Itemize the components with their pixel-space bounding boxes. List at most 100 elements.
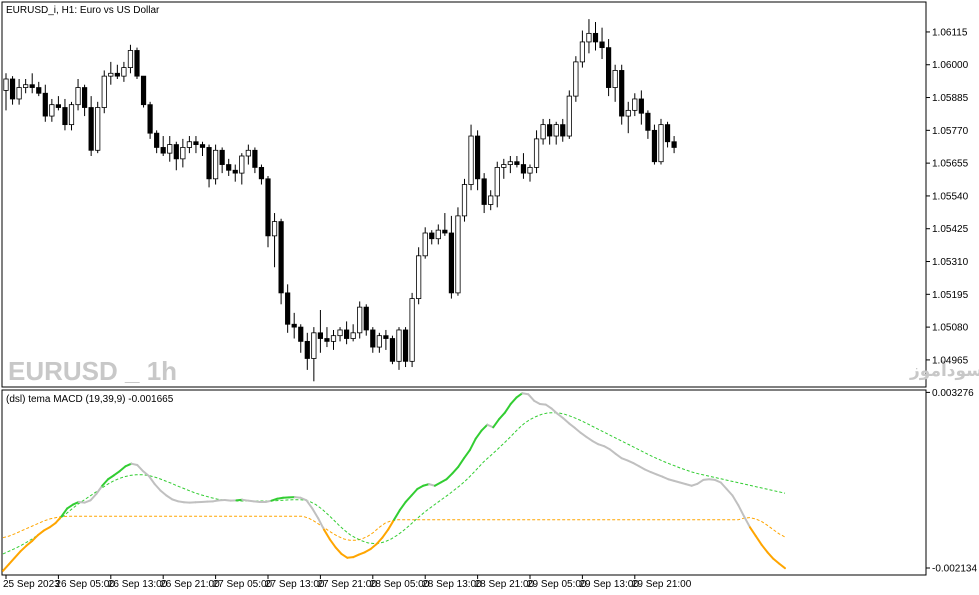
indicator-panel[interactable]: [1, 389, 927, 576]
candle-body: [553, 124, 559, 137]
macd-segment: [737, 504, 746, 518]
candle: [560, 118, 566, 142]
candle-body: [154, 132, 160, 148]
signal-line: [2, 412, 786, 555]
candle-body: [16, 87, 22, 100]
candle-body: [619, 70, 625, 117]
candle: [671, 136, 677, 154]
candle: [324, 327, 330, 348]
candle-body: [389, 338, 396, 362]
candle-body: [147, 104, 153, 134]
site-watermark: انتشار در سایت سودآموز: [909, 359, 979, 381]
candle: [134, 47, 140, 79]
macd-segment: [480, 423, 489, 432]
candle-body: [540, 124, 546, 140]
candle: [95, 101, 101, 154]
candle: [645, 110, 651, 139]
macd-segment: [743, 515, 751, 529]
candle-body: [638, 98, 644, 114]
macd-segment: [37, 529, 45, 537]
candle: [42, 84, 48, 122]
candle: [154, 130, 160, 154]
price-tick-label: 1.04965: [932, 355, 969, 366]
time-tick-label: 26 Sep 21:00: [160, 579, 220, 590]
candle-body: [625, 109, 631, 117]
macd-segment: [25, 539, 34, 547]
macd-segment: [626, 459, 635, 465]
macd-segment: [317, 517, 325, 531]
candle-body: [36, 87, 42, 94]
candle-body: [409, 298, 415, 362]
macd-segment: [673, 479, 681, 484]
candle: [396, 327, 402, 370]
macd-segment: [597, 443, 606, 448]
macd-segment: [585, 436, 594, 442]
price-axis: 1.06115 1.06000 1.05885 1.05770 1.05655 1.055…: [926, 27, 969, 366]
candle-body: [501, 164, 507, 168]
candle-body: [258, 167, 265, 180]
candle-body: [376, 335, 382, 348]
candle: [337, 327, 343, 342]
macd-segment: [410, 487, 419, 497]
candle: [533, 130, 540, 174]
time-tick-label: 27 Sep 05:00: [213, 579, 273, 590]
macd-segment: [433, 481, 442, 487]
candle: [632, 93, 638, 117]
candle: [455, 207, 461, 296]
macd-segment: [422, 483, 431, 487]
candle-body: [494, 167, 500, 197]
candle-body: [121, 67, 127, 77]
time-tick-label: 27 Sep 13:00: [265, 579, 325, 590]
candle: [638, 90, 644, 125]
macd-segment: [299, 496, 308, 502]
candle: [330, 329, 337, 350]
time-tick-label: 26 Sep 13:00: [108, 579, 168, 590]
macd-segment: [352, 553, 360, 559]
macd-segment: [31, 534, 40, 542]
candle: [612, 64, 618, 102]
macd-segment: [591, 439, 600, 446]
candle-body: [671, 141, 677, 148]
candle: [494, 161, 500, 208]
candle-body: [186, 141, 192, 148]
candle: [474, 130, 481, 191]
candle-body: [199, 144, 206, 148]
macd-segment: [72, 500, 80, 506]
candle-body: [160, 147, 166, 154]
macd-segment: [311, 507, 320, 520]
candle-body: [468, 135, 474, 185]
candle: [285, 284, 291, 333]
candle: [651, 124, 658, 165]
macd-segment: [142, 470, 150, 478]
macd-segment: [649, 471, 658, 476]
candle: [271, 213, 278, 268]
candle: [114, 64, 120, 79]
macd-segment: [603, 445, 611, 451]
candle-body: [252, 149, 258, 168]
candle-body: [343, 329, 350, 339]
macd-segment: [305, 499, 314, 510]
macd-segment: [503, 402, 512, 414]
candle: [82, 84, 88, 117]
candle-body: [658, 124, 664, 163]
macd-segment: [112, 470, 121, 477]
candle: [409, 292, 415, 368]
macd-segment: [445, 472, 454, 481]
candle-body: [62, 107, 68, 126]
macd-segment: [153, 483, 162, 492]
macd-segment: [463, 449, 471, 460]
candle-body: [455, 215, 461, 294]
candle: [606, 39, 612, 97]
time-tick-label: 27 Sep 21:00: [317, 579, 377, 590]
candle-body: [429, 232, 435, 240]
macd-segment: [498, 411, 506, 421]
candle-body: [573, 61, 579, 97]
candle: [402, 327, 409, 368]
macd-segment: [439, 478, 448, 484]
candle-body: [82, 87, 88, 108]
candle: [121, 61, 127, 82]
candle: [442, 213, 448, 236]
macd-segment: [713, 478, 722, 484]
candle: [55, 96, 62, 111]
price-tick-label: 1.06115: [932, 27, 968, 38]
